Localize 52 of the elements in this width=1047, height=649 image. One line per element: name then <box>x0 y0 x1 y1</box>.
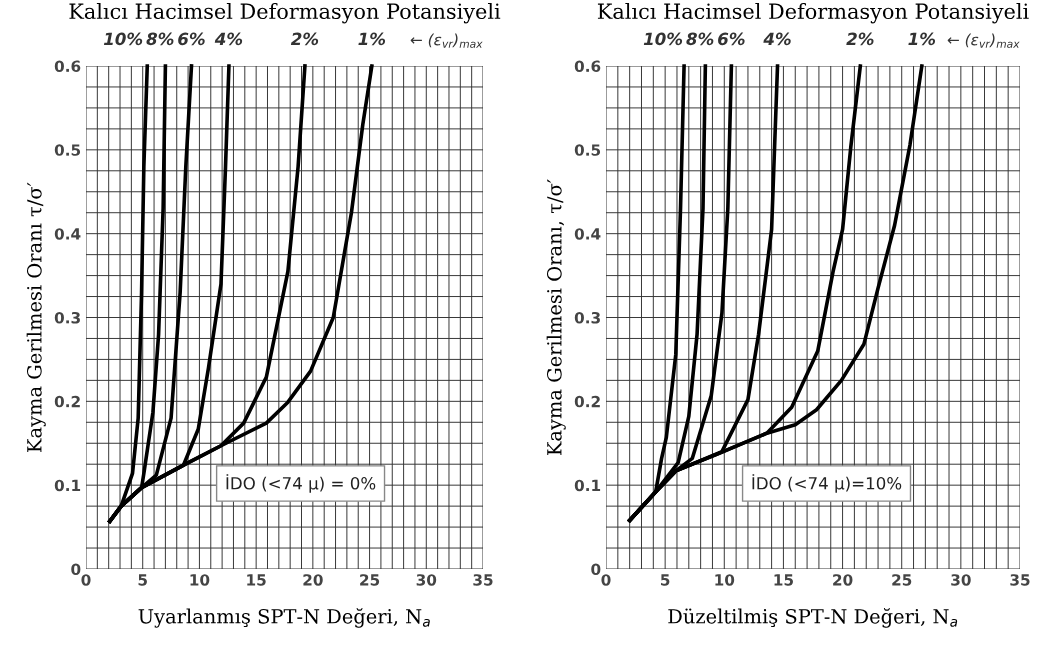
text: ← (ε$_{vr}$)$_{max}$ <box>410 33 483 48</box>
y-tick-label: 0.2 <box>54 395 80 408</box>
text: ← (ε$_{vr}$)$_{max}$ <box>947 33 1020 48</box>
y-axis-title: Kayma Gerilmesi Oranı, τ/σ′ <box>546 179 566 456</box>
series-label: 2% <box>846 32 874 46</box>
y-tick-label: 0.1 <box>54 479 81 492</box>
chart-title: Kalıcı Hacimsel Deformasyon Potansiyeli <box>597 2 1029 24</box>
y-tick-label: 0.4 <box>54 228 81 240</box>
x-tick-label: 25 <box>360 574 380 586</box>
y-tick-label: 0 <box>71 563 81 576</box>
series-label: 6% <box>178 32 205 46</box>
x-tick-label: 30 <box>416 574 437 586</box>
x-tick-label: 35 <box>1010 574 1030 586</box>
annotation: İDO (<74 μ)=10% <box>752 474 902 493</box>
y-tick-label: 0.4 <box>574 228 601 240</box>
y-tick-label: 0 <box>591 563 601 576</box>
series-label: 8% <box>146 32 174 46</box>
x-axis-title: Uyarlanmış SPT-N Değeri, N$_{a}$ <box>138 608 430 628</box>
x-tick-label: 0 <box>601 574 611 586</box>
y-tick-label: 0.2 <box>574 395 600 408</box>
x-tick-label: 15 <box>774 574 793 586</box>
x-tick-label: 25 <box>892 574 912 586</box>
x-tick-label: 15 <box>247 574 266 586</box>
y-tick-label: 0.6 <box>574 60 601 73</box>
x-tick-label: 20 <box>303 574 323 586</box>
series-label: 6% <box>718 32 745 46</box>
y-tick-label: 0.6 <box>54 60 81 73</box>
series-label: 1% <box>908 32 936 46</box>
y-tick-label: 0.1 <box>574 479 601 492</box>
x-tick-label: 10 <box>190 574 210 586</box>
y-tick-label: 0.3 <box>54 311 80 324</box>
y-tick-label: 0.5 <box>574 144 601 156</box>
series-label: 4% <box>214 32 243 46</box>
x-tick-label: 5 <box>661 574 670 586</box>
x-tick-label: 20 <box>833 574 853 586</box>
series-label: 8% <box>686 32 714 46</box>
y-tick-label: 0.5 <box>54 144 81 156</box>
series-label: 10% <box>103 32 143 46</box>
x-tick-label: 5 <box>138 574 147 586</box>
series-label: 10% <box>643 32 683 46</box>
y-axis-title: Kayma Gerilmesi Oranı τ/σ′ <box>26 182 46 453</box>
x-tick-label: 10 <box>715 574 735 586</box>
x-axis-title: Düzeltilmiş SPT-N Değeri, N$_{a}$ <box>668 608 958 628</box>
y-tick-label: 0.3 <box>574 311 600 324</box>
x-tick-label: 30 <box>951 574 971 586</box>
chart-title: Kalıcı Hacimsel Deformasyon Potansiyeli <box>69 2 501 24</box>
series-label: 4% <box>763 32 791 46</box>
x-tick-label: 0 <box>81 574 91 586</box>
series-label: 2% <box>290 32 319 46</box>
x-tick-label: 35 <box>473 574 493 586</box>
annotation: İDO (<74 μ) = 0% <box>226 474 376 493</box>
series-label: 1% <box>358 32 386 46</box>
